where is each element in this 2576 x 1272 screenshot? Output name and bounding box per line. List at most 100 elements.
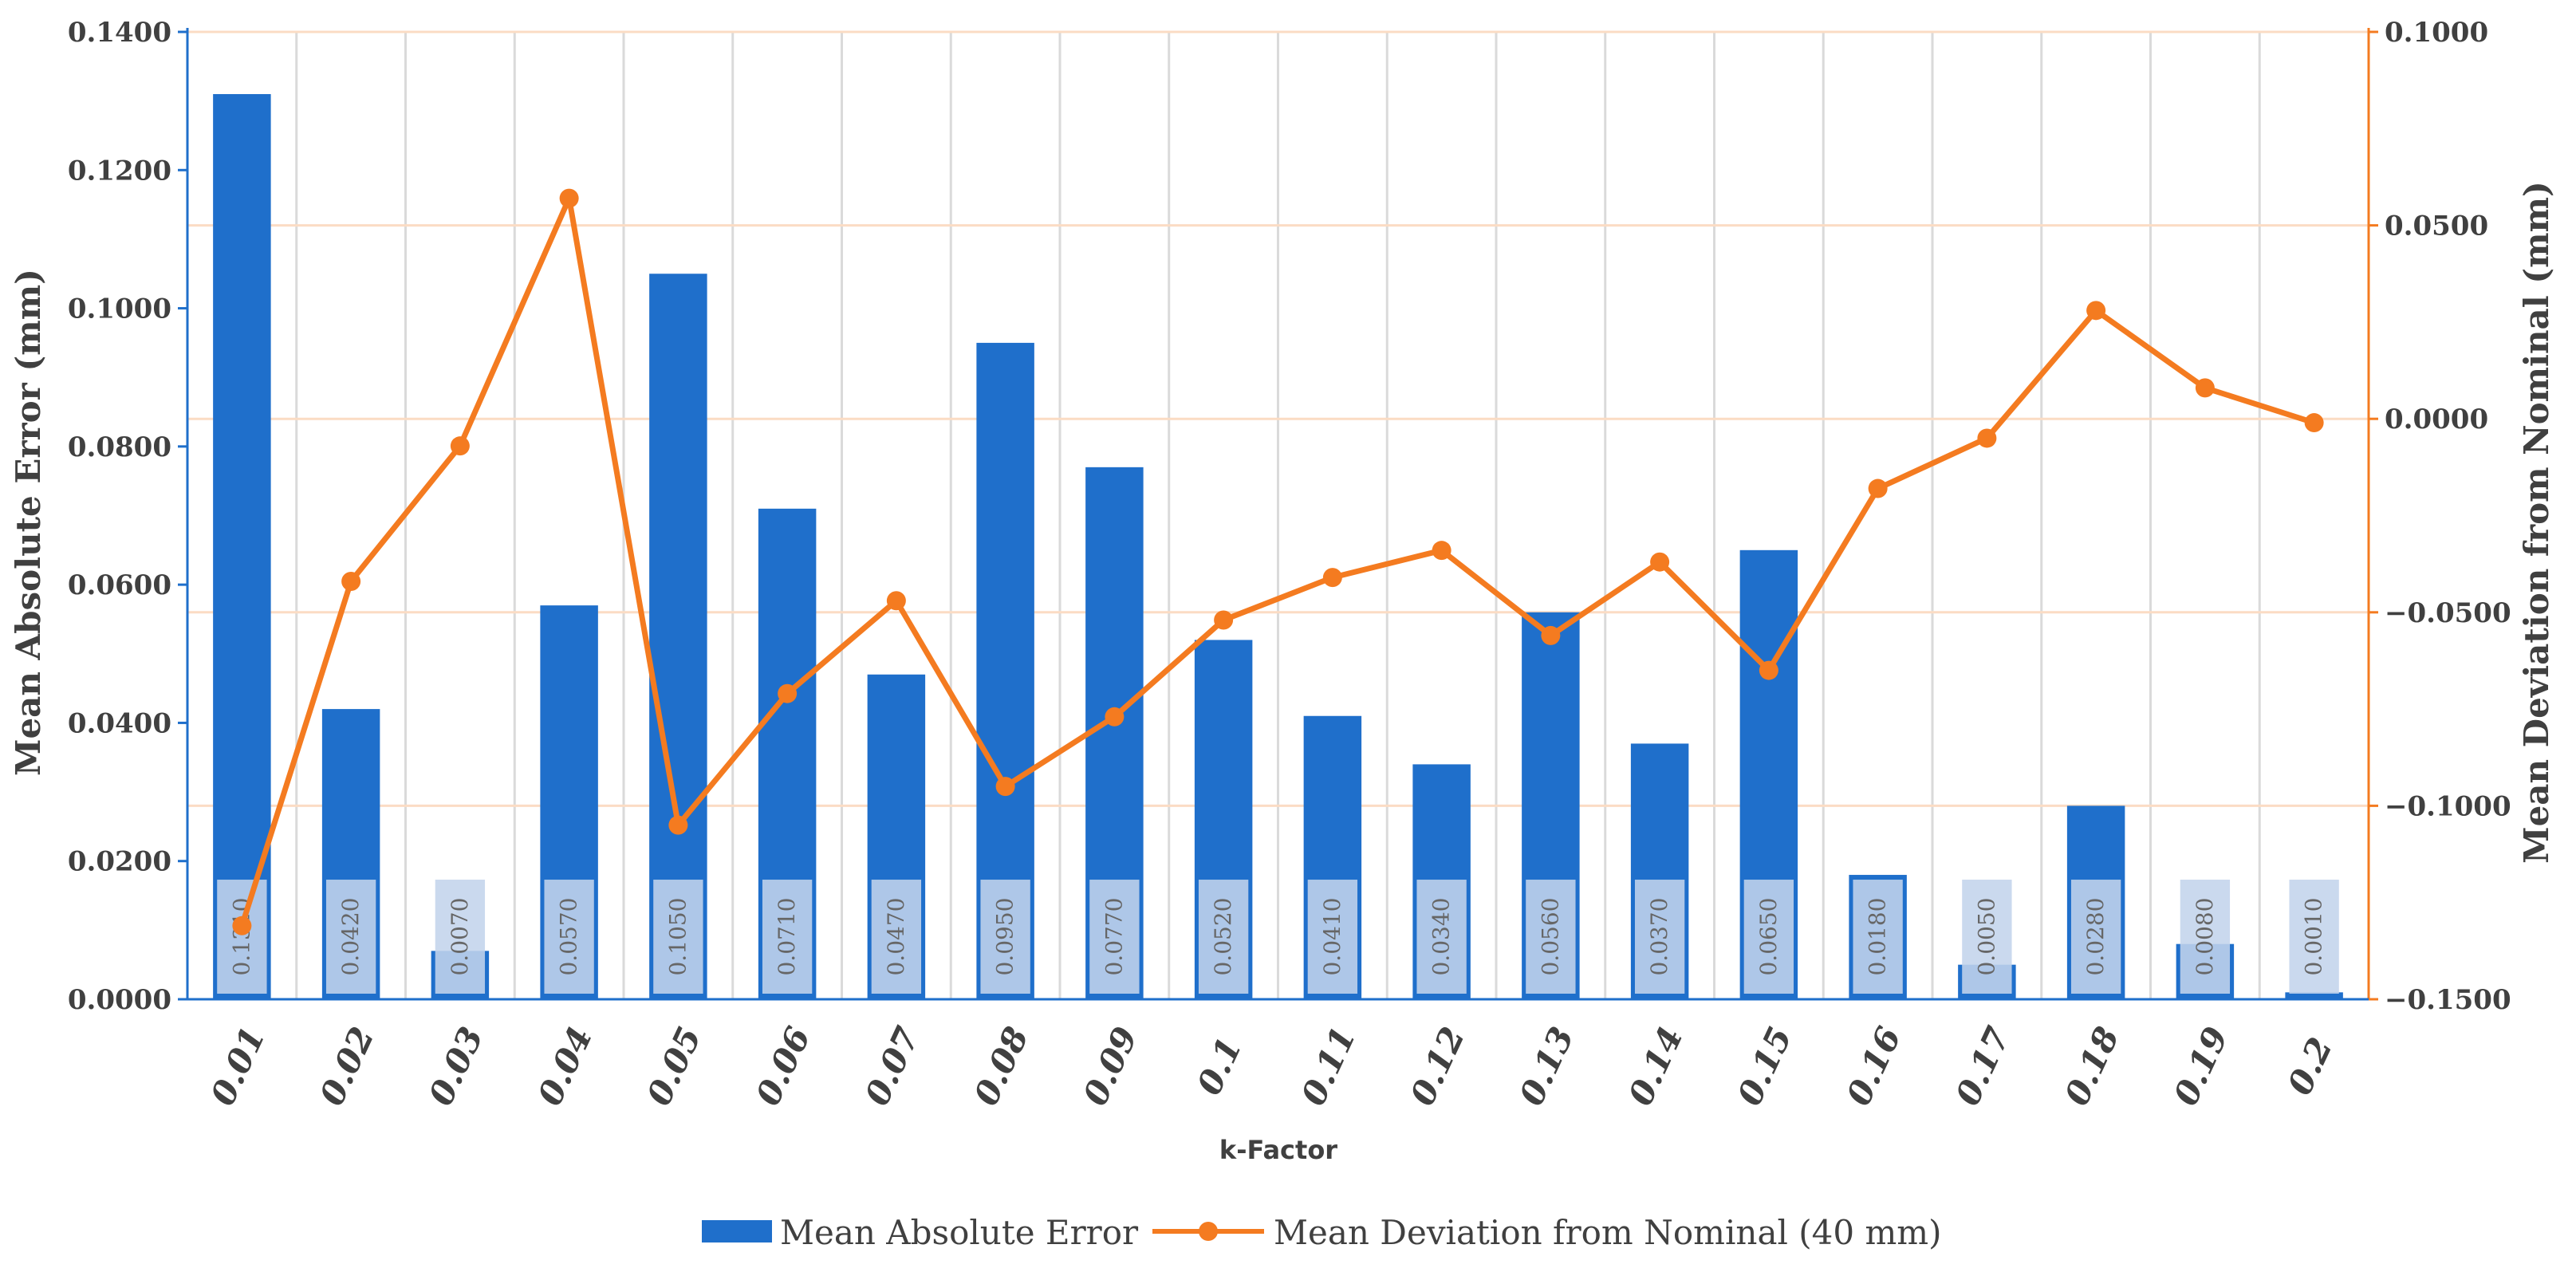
line-point (1977, 428, 1997, 448)
line-point (1322, 568, 1342, 588)
data-label: 0.0180 (1865, 898, 1891, 976)
line-point (1432, 541, 1451, 561)
data-labels-layer: 0.1310 0.0420 0.0070 0.0570 0.1050 0.0710 0.04… (217, 880, 2339, 994)
line-point (2086, 301, 2106, 321)
line-point (1650, 552, 1670, 572)
x-tick-label: 0.11 (1294, 1021, 1364, 1111)
legend-bar-label: Mean Absolute Error (780, 1213, 1139, 1252)
data-label: 0.0050 (1973, 898, 1999, 976)
y-tick-left-label: 0.0800 (68, 431, 171, 463)
data-label: 0.0520 (1210, 898, 1236, 976)
line-point (1868, 478, 1888, 498)
data-label-box (2289, 880, 2339, 994)
data-label-box (1962, 880, 2012, 994)
x-tick-label: 0.04 (530, 1021, 601, 1111)
data-label-box (1198, 880, 1249, 994)
line-point (1541, 625, 1561, 645)
data-label-box (980, 880, 1030, 994)
x-tick-label: 0.09 (1075, 1021, 1145, 1111)
line-point (450, 436, 470, 456)
data-label: 0.1050 (664, 898, 691, 976)
x-tick-label: 0.12 (1403, 1021, 1473, 1111)
data-label: 0.0950 (992, 898, 1018, 976)
data-label: 0.0010 (2301, 898, 2327, 976)
x-tick-label: 0.02 (312, 1021, 382, 1111)
bar (2285, 992, 2343, 999)
x-tick-label: 0.07 (857, 1021, 928, 1111)
data-label-box (544, 880, 594, 994)
data-label: 0.0420 (337, 898, 364, 976)
line-point (1214, 610, 1234, 630)
y-tick-right-label: −0.1500 (2385, 984, 2511, 1016)
y-tick-left-label: 0.0400 (68, 707, 171, 739)
line-point (1759, 660, 1778, 680)
line-point (559, 188, 579, 208)
line-point (2195, 378, 2215, 398)
x-tick-label: 0.01 (203, 1021, 273, 1111)
y-tick-right-label: 0.0000 (2385, 404, 2488, 435)
data-label: 0.0070 (447, 898, 473, 976)
y-axis-left-title: Mean Absolute Error (mm) (9, 269, 48, 776)
legend-line-marker (1199, 1222, 1218, 1241)
data-label-box (2070, 880, 2121, 994)
data-label: 0.0370 (1646, 898, 1672, 976)
data-label: 0.0280 (2082, 898, 2109, 976)
x-tick-label: 0.1 (1189, 1031, 1249, 1101)
data-label-box (2180, 880, 2231, 994)
x-axis-title: k-Factor (1219, 1135, 1337, 1165)
data-label-box (1307, 880, 1358, 994)
legend: Mean Absolute Error Mean Deviation from … (702, 1213, 1942, 1252)
data-label-box (1526, 880, 1576, 994)
data-label: 0.0650 (1755, 898, 1782, 976)
y-tick-right-label: 0.0500 (2385, 211, 2488, 242)
x-tick-label: 0.15 (1730, 1021, 1800, 1111)
x-tick-label: 0.05 (639, 1021, 709, 1111)
bar (213, 93, 271, 1000)
data-label-box (1089, 880, 1140, 994)
grid-layer (187, 30, 2369, 999)
line-point (232, 916, 252, 935)
x-tick-label: 0.06 (748, 1021, 818, 1111)
data-label-box (325, 880, 376, 994)
y-tick-right-label: −0.1000 (2385, 790, 2511, 822)
line-point (1105, 707, 1125, 727)
data-label-box (1416, 880, 1467, 994)
data-label-box (1634, 880, 1685, 994)
data-label-box (217, 880, 267, 994)
data-label-box (1743, 880, 1794, 994)
x-tick-label: 0.17 (1948, 1021, 2018, 1111)
data-label: 0.0710 (774, 898, 800, 976)
line-point (995, 777, 1015, 797)
line-point (2304, 413, 2324, 433)
x-tick-label: 0.2 (2280, 1031, 2340, 1101)
data-label: 0.0560 (1537, 898, 1563, 976)
y-tick-left-label: 0.1400 (68, 17, 171, 49)
line-point (778, 683, 798, 703)
y-axis-right-title: Mean Deviation from Nominal (mm) (2517, 181, 2556, 864)
data-label: 0.0470 (883, 898, 909, 976)
x-tick-label: 0.19 (2166, 1021, 2236, 1111)
deviation-line (239, 195, 2315, 927)
x-tick-label: 0.18 (2057, 1021, 2127, 1111)
data-label-box (653, 880, 703, 994)
y-tick-right-label: −0.0500 (2385, 597, 2511, 629)
axes-layer: 0.0000 0.0200 0.0400 0.0600 0.0800 0.1000 0.12… (68, 17, 2511, 1112)
y-tick-left-label: 0.1000 (68, 293, 171, 325)
line-point (341, 571, 361, 591)
legend-bar-swatch (702, 1220, 772, 1242)
data-label: 0.0080 (2192, 898, 2218, 976)
y-tick-left-label: 0.1200 (68, 155, 171, 187)
y-tick-left-label: 0.0200 (68, 846, 171, 878)
y-tick-right-label: 0.1000 (2385, 17, 2488, 49)
data-label-box (435, 880, 486, 994)
data-label: 0.1310 (228, 898, 254, 976)
legend-line-label: Mean Deviation from Nominal (40 mm) (1274, 1213, 1942, 1252)
line-layer (232, 188, 2324, 935)
data-label: 0.0340 (1428, 898, 1455, 976)
x-tick-label: 0.14 (1621, 1021, 1691, 1111)
x-tick-label: 0.08 (967, 1021, 1037, 1111)
bar (649, 274, 707, 999)
x-tick-label: 0.16 (1839, 1021, 1909, 1111)
